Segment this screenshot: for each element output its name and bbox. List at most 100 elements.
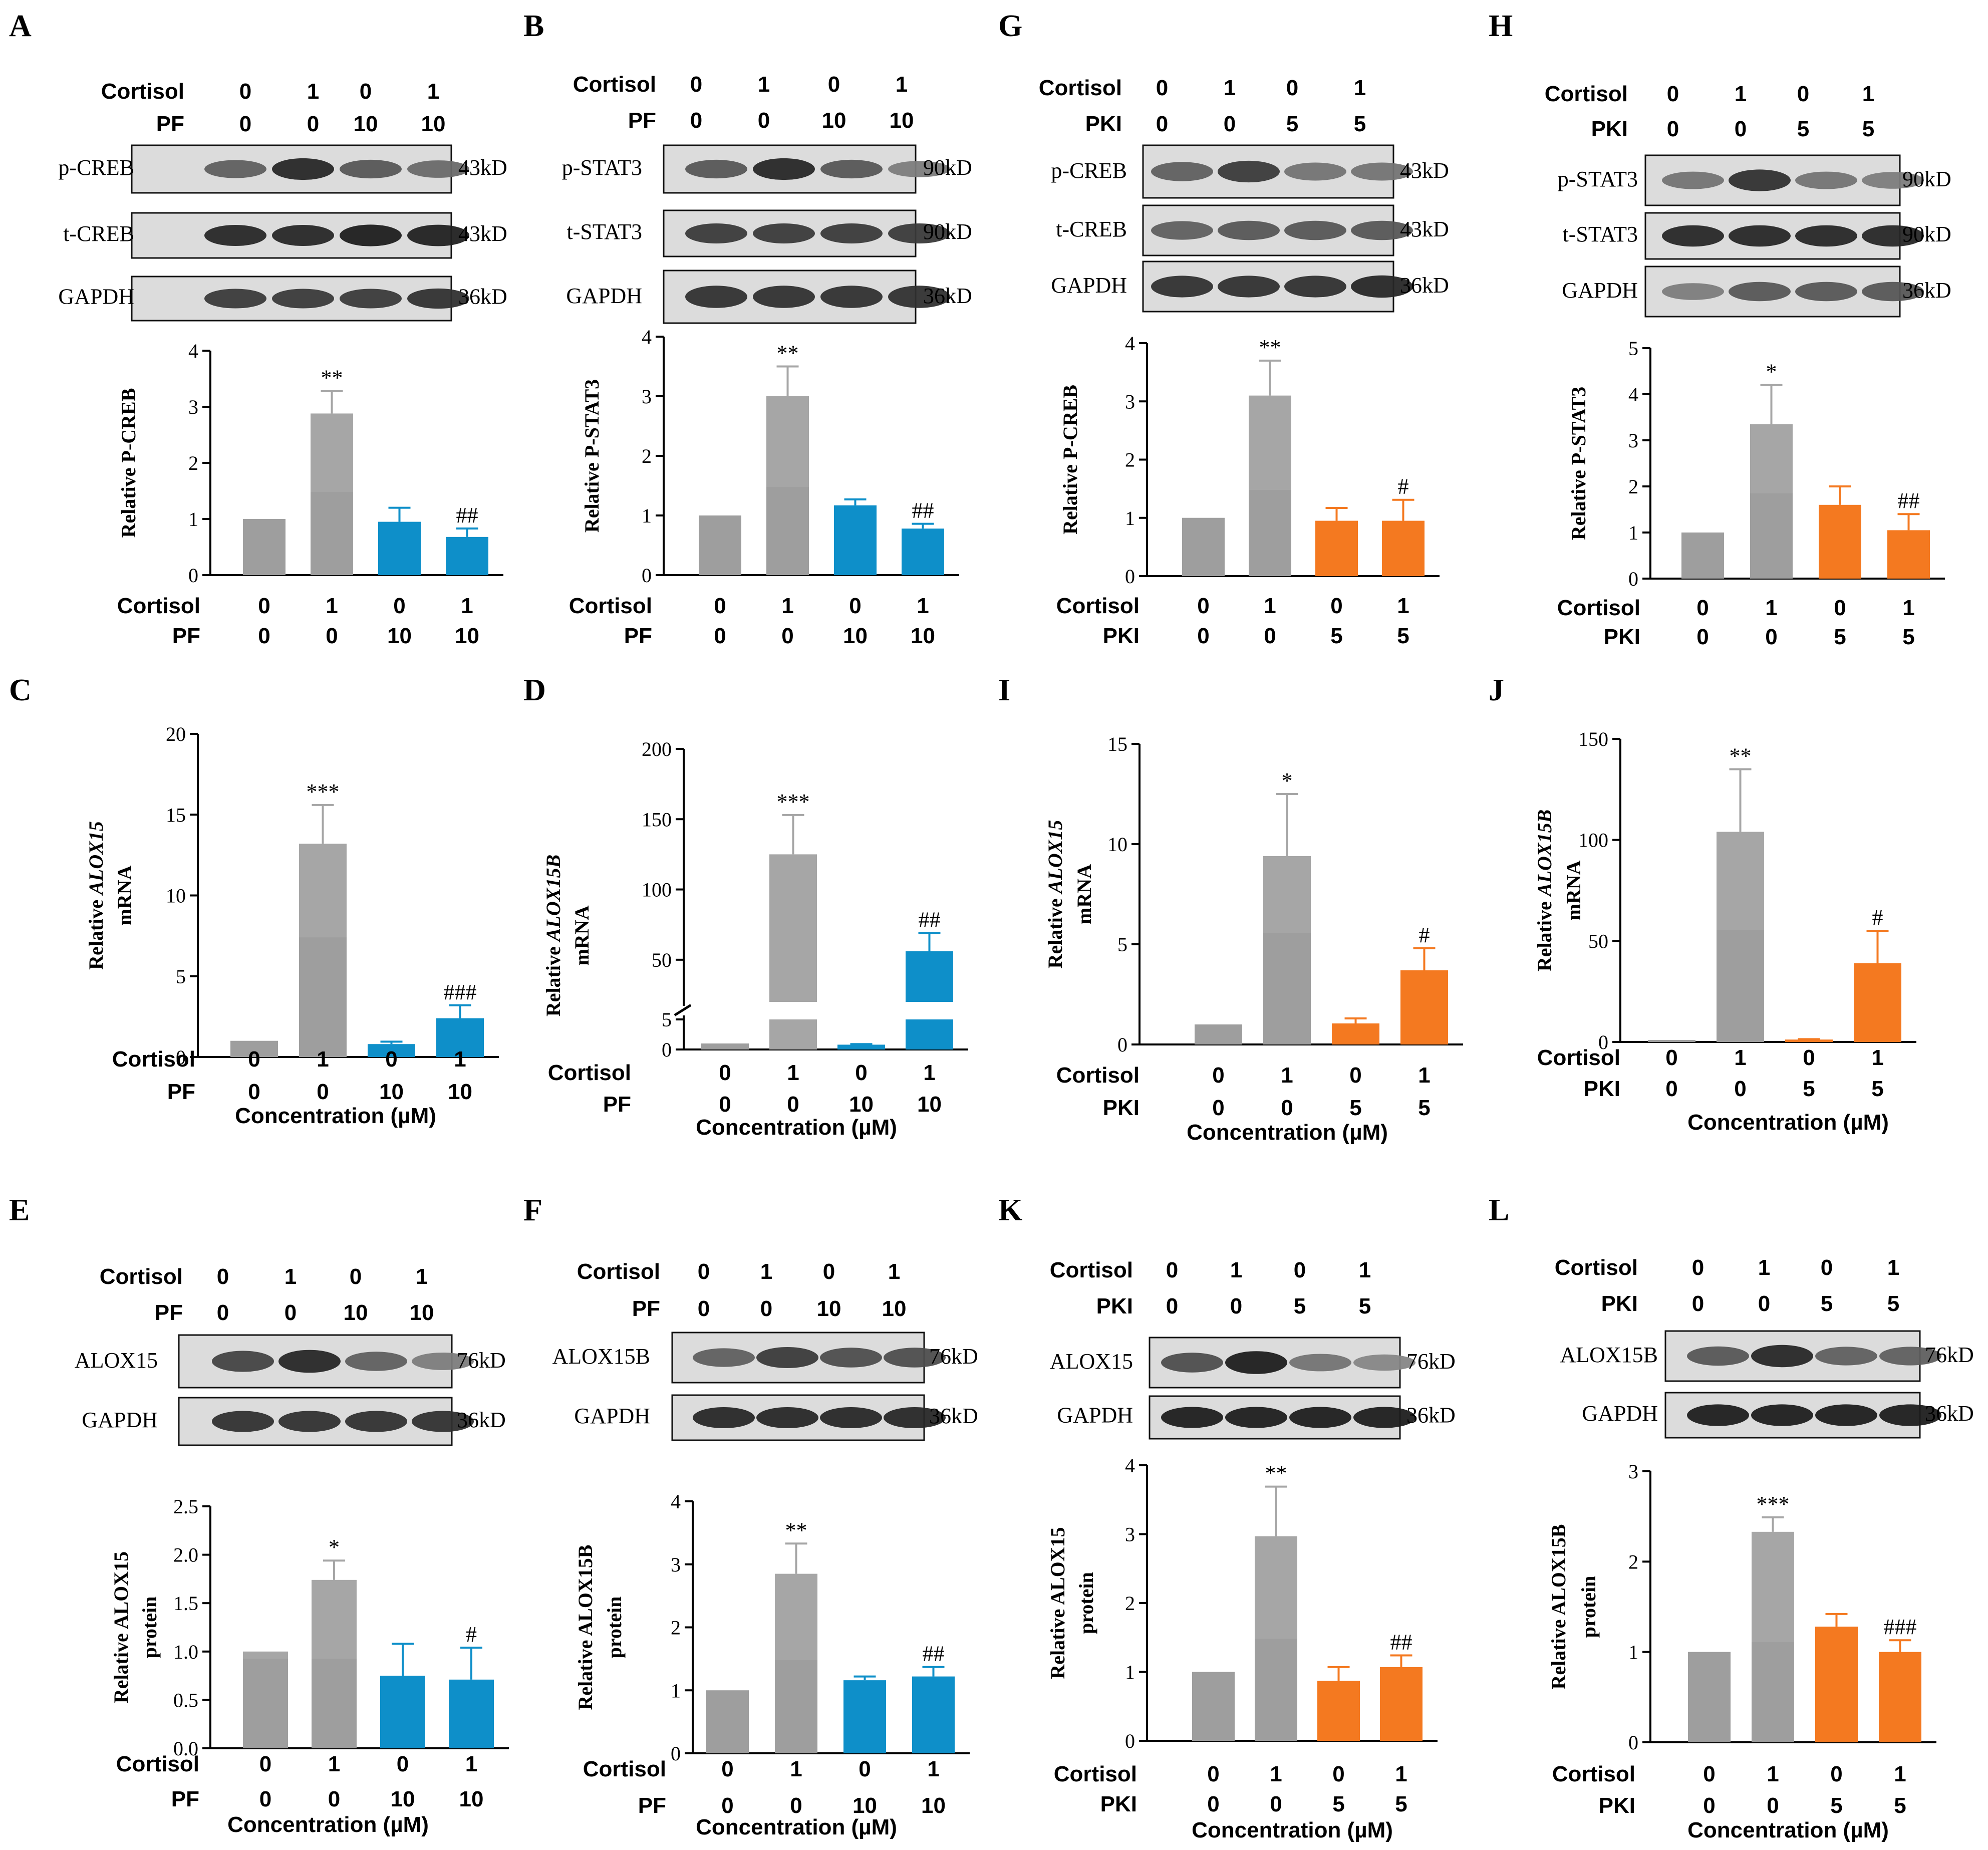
bar-shade — [1263, 933, 1311, 1044]
significance-label: # — [1872, 905, 1883, 930]
bar — [1879, 1652, 1921, 1742]
blot-header-factor1: Cortisol — [1555, 1255, 1638, 1280]
bar — [1681, 533, 1724, 579]
blot-band — [272, 289, 334, 309]
y-tick-label: 1 — [188, 508, 198, 531]
y-tick-label: 2 — [188, 452, 198, 474]
blot-header-factor2: PKI — [1085, 112, 1122, 136]
blot-lane-factor1: 1 — [896, 72, 908, 97]
x-factor1-value: 1 — [923, 1061, 935, 1085]
blot-lane-factor1: 1 — [1230, 1258, 1242, 1282]
x-factor2-value: 0 — [1270, 1792, 1282, 1816]
y-tick-label: 50 — [1588, 930, 1608, 952]
panel-letter-C: C — [9, 673, 32, 707]
bar — [380, 1676, 425, 1748]
blot-lane-factor1: 1 — [1758, 1255, 1770, 1280]
bar — [243, 1651, 288, 1748]
panel-letter-B: B — [523, 9, 544, 43]
x-factor1-label: Cortisol — [1552, 1762, 1635, 1786]
bar-shade — [1717, 930, 1764, 1042]
blot-band — [212, 1411, 274, 1432]
x-factor2-value: 5 — [1418, 1096, 1430, 1120]
bar-shade — [775, 1660, 817, 1753]
x-factor2-value: 5 — [1395, 1792, 1407, 1816]
x-factor2-label: PF — [167, 1080, 195, 1104]
blot-band — [884, 1407, 946, 1428]
blot-band — [1795, 225, 1857, 247]
blot-band — [1151, 276, 1213, 298]
chart-G: 0 1 2 3 4 Relative P-CREB ** # Cortisol PKI 0 1 0 1 0 0… — [1056, 332, 1440, 648]
blot-band — [1353, 1407, 1415, 1428]
blot-band — [1218, 160, 1280, 183]
x-factor2-label: PKI — [1103, 1096, 1140, 1120]
y-tick-label: 1 — [671, 1679, 681, 1702]
bar-shade — [1688, 1652, 1731, 1742]
blot-band — [345, 1352, 407, 1371]
x-factor2-label: PF — [172, 624, 200, 648]
blot-kd-label: 36kD — [923, 284, 972, 308]
x-factor2-value: 0 — [1212, 1096, 1224, 1120]
x-factor2-label: PKI — [1100, 1792, 1137, 1816]
blot-band — [1795, 171, 1857, 189]
y-tick-label: 0.5 — [173, 1689, 198, 1711]
blot-band — [1815, 1404, 1877, 1426]
x-factor2-value: 5 — [1332, 1792, 1344, 1816]
blot-band — [412, 1411, 474, 1432]
significance-label: ** — [321, 366, 343, 390]
blot-band — [1862, 172, 1924, 189]
y-tick-label: 0 — [1598, 1031, 1608, 1053]
x-factor2-value: 0 — [317, 1080, 329, 1104]
blot-kd-label: 36kD — [1400, 273, 1449, 298]
blot-band — [756, 1347, 818, 1368]
y-tick-label: 150 — [1578, 728, 1608, 750]
panel-letter-I: I — [998, 673, 1010, 707]
blot-lane-factor1: 0 — [217, 1264, 229, 1289]
x-factor1-value: 0 — [1834, 596, 1846, 620]
x-factor1-value: 0 — [859, 1757, 871, 1781]
chart-H: 0 1 2 3 4 5 Relative P-STAT3 * ## Cortisol PKI 0 1 0 1… — [1557, 337, 1945, 649]
blot-lane-factor1: 0 — [690, 72, 702, 97]
blot-protein-label: GAPDH — [1057, 1403, 1133, 1428]
blot-band — [340, 159, 402, 179]
x-axis-label: Concentration (µM) — [1192, 1818, 1393, 1842]
bar-shade — [699, 515, 741, 575]
bar-shade — [1192, 1672, 1235, 1741]
blot-band — [278, 1350, 341, 1373]
x-factor1-value: 0 — [1349, 1063, 1361, 1088]
blot-lane-factor2: 10 — [822, 108, 846, 133]
x-factor2-value: 10 — [391, 1787, 415, 1811]
x-factor2-value: 0 — [714, 624, 726, 648]
x-factor2-value: 0 — [1767, 1793, 1779, 1818]
bar — [243, 519, 286, 575]
x-factor1-value: 0 — [259, 1752, 271, 1776]
y-tick-label: 0 — [188, 564, 198, 587]
blot-protein-label: GAPDH — [574, 1404, 650, 1428]
x-factor1-value: 1 — [781, 594, 793, 618]
x-factor2-value: 0 — [1734, 1077, 1746, 1101]
blot-lane-factor2: 0 — [1230, 1294, 1242, 1318]
blot-band — [1862, 225, 1924, 247]
blot-band — [1351, 275, 1413, 298]
x-factor1-value: 1 — [1418, 1063, 1430, 1088]
significance-label: ## — [919, 908, 941, 932]
y-axis-label-line2: protein — [138, 1597, 161, 1659]
y-tick-label: 2 — [1628, 1550, 1638, 1573]
y-axis-label-line2: protein — [603, 1597, 626, 1659]
x-factor1-label: Cortisol — [1056, 594, 1140, 618]
bar — [1785, 1039, 1833, 1042]
significance-label: ## — [1898, 488, 1920, 513]
bar — [902, 528, 944, 575]
blot-band — [693, 1407, 755, 1428]
blot-lane-factor1: 1 — [760, 1259, 772, 1284]
bar — [1750, 424, 1793, 579]
x-factor2-value: 5 — [1834, 625, 1846, 649]
blot-band — [1687, 1346, 1749, 1366]
bar — [769, 1019, 817, 1049]
blot-header-factor1: Cortisol — [577, 1259, 660, 1284]
y-tick-label: 1.5 — [173, 1592, 198, 1615]
blot-lane-factor2: 5 — [1354, 112, 1366, 136]
